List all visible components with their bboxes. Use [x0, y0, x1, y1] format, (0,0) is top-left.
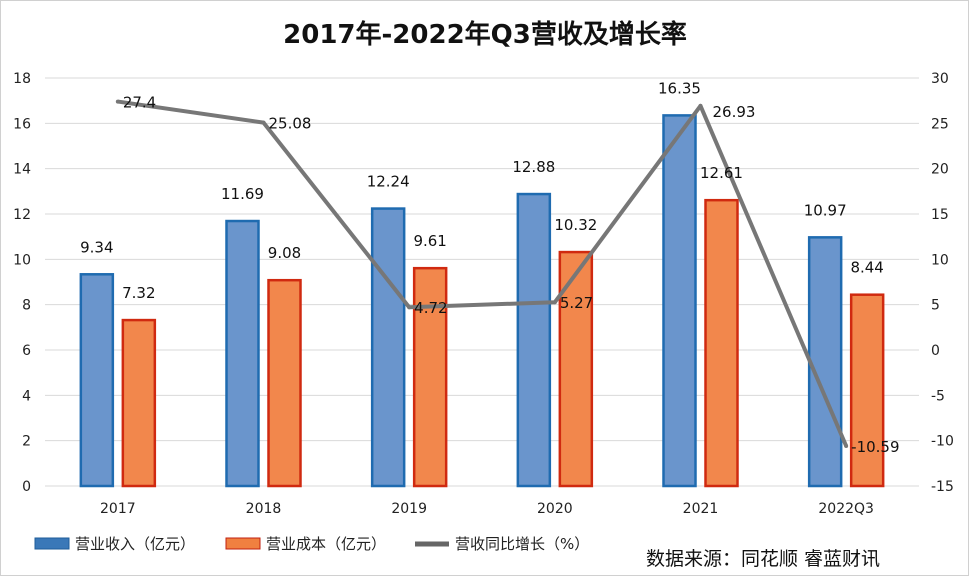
x-tick-label: 2019 [391, 501, 427, 517]
y-right-tick-label: 0 [931, 343, 940, 359]
legend: 营业收入（亿元） 营业成本（亿元） 营收同比增长（%） [34, 535, 589, 553]
bar-data-label: 16.35 [658, 79, 701, 97]
legend-swatch-revenue [34, 537, 70, 550]
legend-label-revenue: 营业收入（亿元） [75, 535, 195, 553]
y-right-tick-label: 25 [931, 116, 949, 132]
x-tick-label: 2022Q3 [818, 501, 874, 517]
bar-cost [849, 293, 885, 488]
x-tick-label: 2021 [683, 501, 719, 517]
y-right-tick-label: 20 [931, 162, 949, 178]
growth-data-label: 26.93 [713, 103, 756, 121]
growth-data-label: 4.72 [414, 299, 447, 317]
legend-swatch-cost [225, 537, 261, 550]
x-tick-label: 2018 [246, 501, 282, 517]
bar-data-label: 10.32 [554, 216, 597, 234]
growth-point [115, 99, 120, 104]
x-tick-label: 2020 [537, 501, 573, 517]
y-right-tick-label: -15 [931, 479, 954, 495]
y-left-tick-label: 8 [22, 298, 31, 314]
growth-point [698, 103, 703, 108]
y-left-tick-label: 14 [13, 162, 31, 178]
bar-revenue [807, 236, 843, 488]
x-tick-label: 2017 [100, 501, 136, 517]
chart-title: 2017年-2022年Q3营收及增长率 [283, 19, 687, 50]
bar-revenue [516, 192, 552, 488]
growth-data-label: -10.59 [851, 438, 899, 456]
y-right-tick-label: -10 [931, 434, 954, 450]
bar-data-label: 10.97 [804, 201, 847, 219]
bar-data-label: 12.88 [512, 158, 555, 176]
y-right-tick-label: 5 [931, 298, 940, 314]
y-right-tick-label: 30 [931, 71, 949, 87]
bar-cost [121, 318, 157, 488]
bar-data-label: 12.61 [700, 164, 743, 182]
bar-revenue [370, 207, 406, 488]
bar-cost [704, 198, 739, 488]
growth-point [261, 120, 266, 125]
bar-data-label: 9.61 [413, 232, 446, 250]
y-left-tick-label: 6 [22, 343, 31, 359]
y-right-tick-label: -5 [931, 388, 945, 404]
growth-data-label: 25.08 [269, 115, 312, 133]
source-note: 数据来源：同花顺 睿蓝财讯 [646, 548, 880, 570]
legend-label-growth: 营收同比增长（%） [455, 535, 589, 553]
y-left-tick-label: 12 [13, 207, 31, 223]
y-right-tick-label: 10 [931, 252, 949, 268]
y-left-tick-label: 10 [13, 252, 31, 268]
y-left-tick-label: 16 [13, 116, 31, 132]
bar-cost [267, 278, 302, 488]
bar-data-label: 7.32 [122, 284, 155, 302]
growth-point [552, 300, 557, 305]
bar-data-label: 11.69 [221, 185, 264, 203]
growth-point [844, 444, 849, 449]
y-left-tick-label: 2 [22, 434, 31, 450]
growth-line [117, 99, 849, 447]
bar-data-label: 8.44 [850, 259, 883, 277]
growth-point [407, 305, 412, 310]
y-left-tick-label: 18 [13, 71, 31, 87]
y-right-tick-label: 15 [931, 207, 949, 223]
bar-data-label: 9.34 [80, 238, 113, 256]
growth-data-label: 27.4 [123, 94, 156, 112]
legend-label-cost: 营业成本（亿元） [266, 535, 386, 553]
y-left-tick-label: 4 [22, 388, 31, 404]
bar-data-label: 9.08 [268, 244, 301, 262]
bar-revenue [225, 219, 260, 488]
bar-data-label: 12.24 [367, 173, 410, 191]
growth-data-label: 5.27 [560, 294, 593, 312]
bar-revenue [662, 114, 697, 488]
bar-revenue [79, 273, 115, 488]
y-left-tick-label: 0 [22, 479, 31, 495]
